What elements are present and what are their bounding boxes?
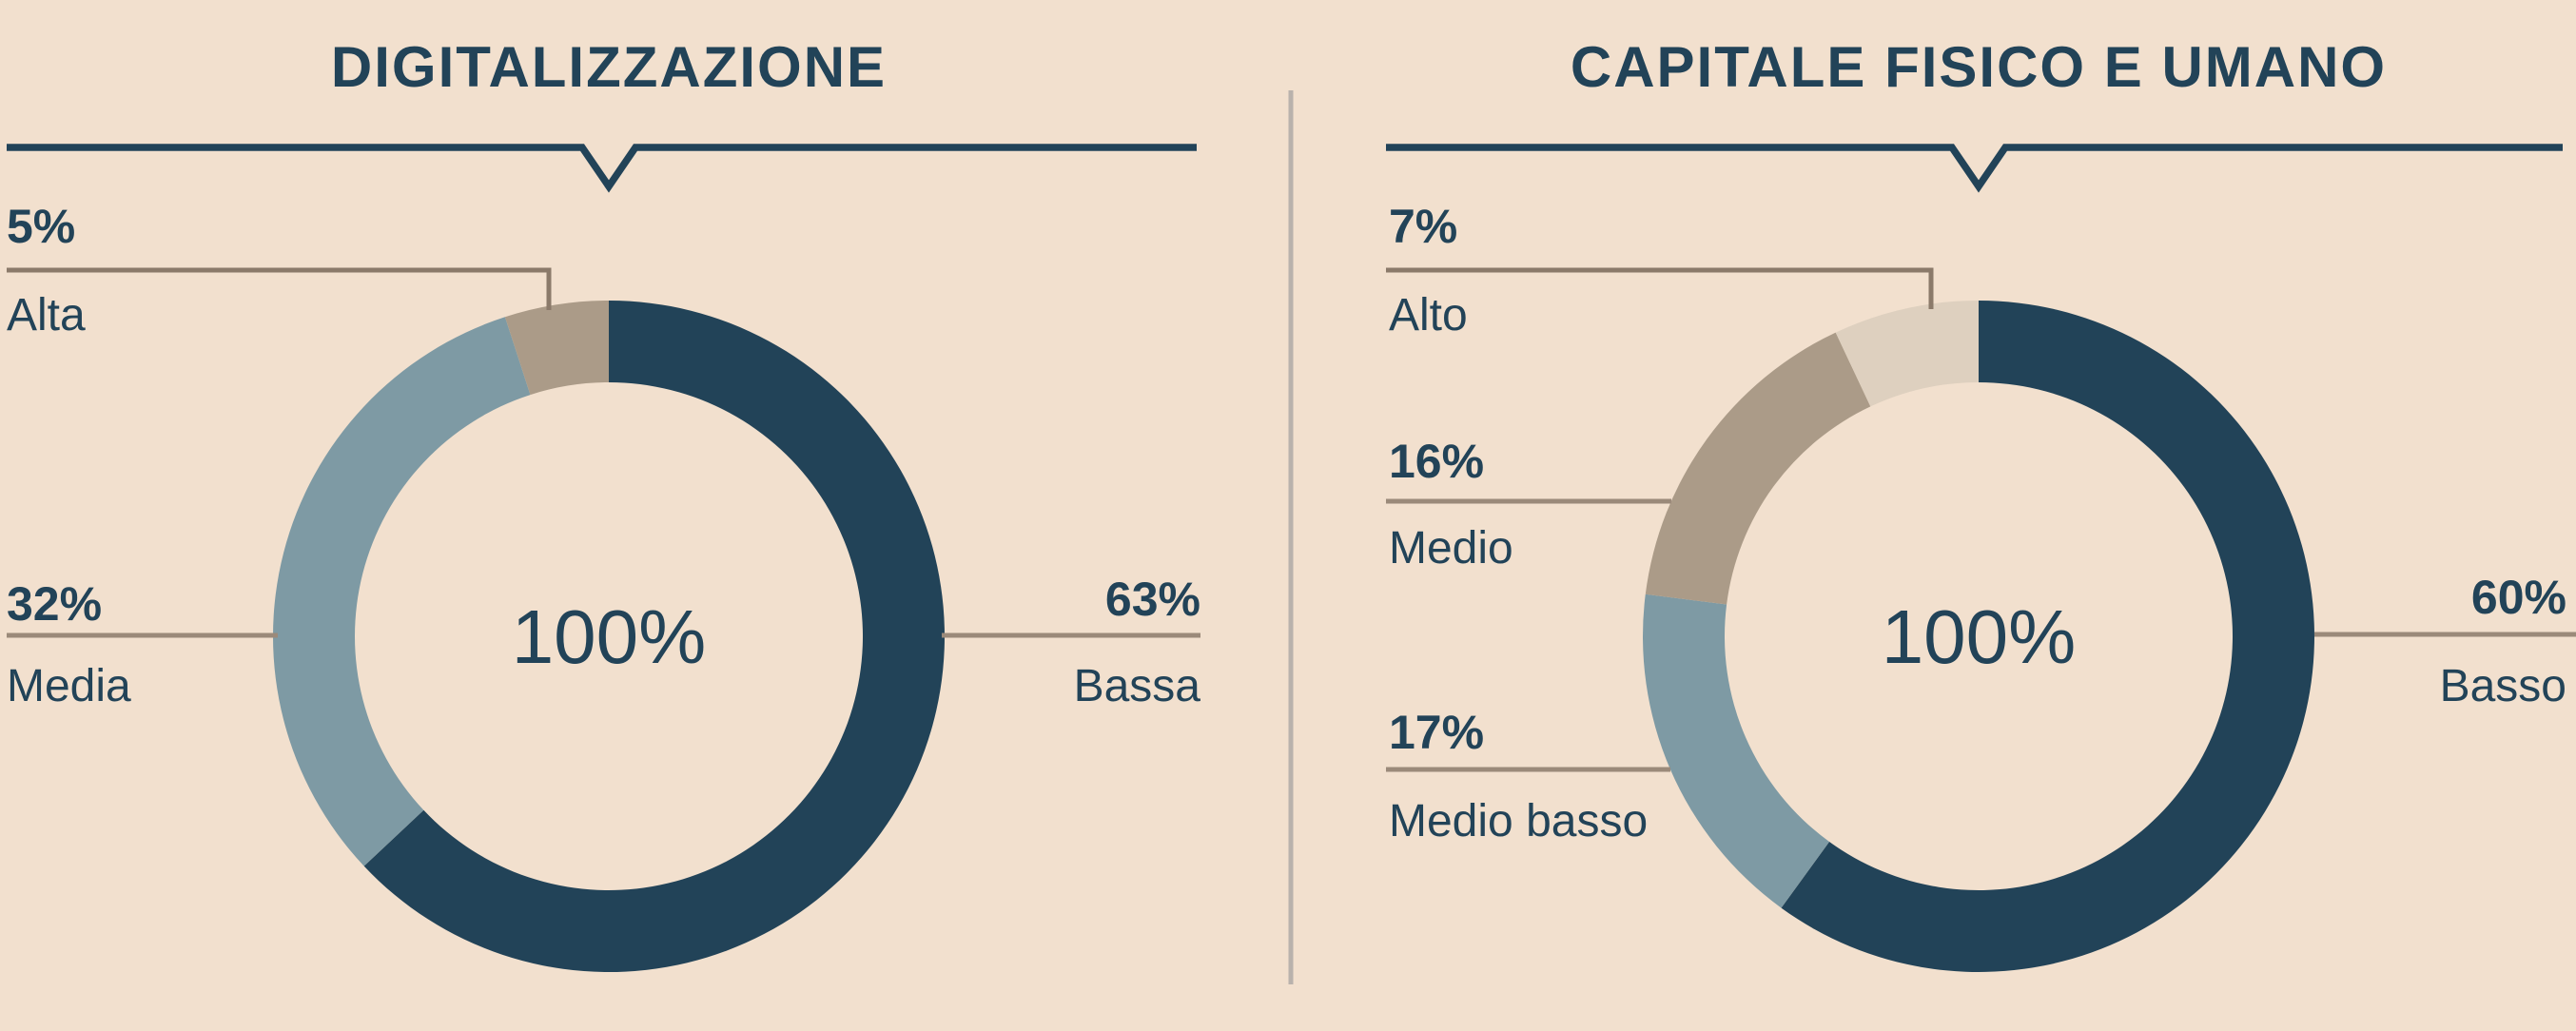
donut-segment-media bbox=[272, 317, 531, 866]
segment-pct-label-bassa: 63% bbox=[1104, 573, 1200, 626]
chart-title-capitale-fisico-e-umano: CAPITALE FISICO E UMANO bbox=[1570, 35, 2388, 99]
segment-pct-label-alto: 7% bbox=[1389, 200, 1458, 253]
title-bracket-left bbox=[7, 144, 1197, 193]
segment-name-label-medio: Medio bbox=[1389, 523, 1513, 574]
segment-name-label-alta: Alta bbox=[7, 290, 86, 340]
donut-segment-alto bbox=[1835, 301, 1979, 407]
segment-name-label-media: Media bbox=[7, 661, 131, 711]
donut-segment-alta bbox=[504, 301, 609, 396]
donut-center-label: 100% bbox=[511, 594, 707, 679]
segment-name-label-alto: Alto bbox=[1389, 290, 1468, 340]
leader-line-alta bbox=[7, 267, 552, 310]
segment-name-label-medio-basso: Medio basso bbox=[1389, 796, 1649, 846]
donut-chart-capitale-fisico-e-umano bbox=[1643, 301, 2314, 972]
segment-pct-label-medio: 16% bbox=[1389, 435, 1485, 488]
segment-pct-label-medio-basso: 17% bbox=[1389, 706, 1485, 759]
leader-line-alto bbox=[1386, 267, 1934, 309]
segment-pct-label-media: 32% bbox=[7, 577, 103, 631]
segment-name-label-basso: Basso bbox=[2439, 661, 2566, 711]
title-bracket-right bbox=[1386, 144, 2563, 193]
donut-segment-medio bbox=[1645, 332, 1871, 605]
segment-pct-label-basso: 60% bbox=[2470, 571, 2566, 624]
donut-center-label: 100% bbox=[1881, 594, 2077, 679]
donut-chart-digitalizzazione bbox=[272, 301, 945, 972]
segment-pct-label-alta: 5% bbox=[7, 200, 76, 253]
donut-segment-medio-basso bbox=[1643, 593, 1830, 908]
segment-name-label-bassa: Bassa bbox=[1073, 661, 1200, 711]
chart-title-digitalizzazione: DIGITALIZZAZIONE bbox=[330, 35, 888, 99]
donut-segment-bassa bbox=[363, 301, 945, 972]
donut-segment-basso bbox=[1781, 301, 2314, 972]
